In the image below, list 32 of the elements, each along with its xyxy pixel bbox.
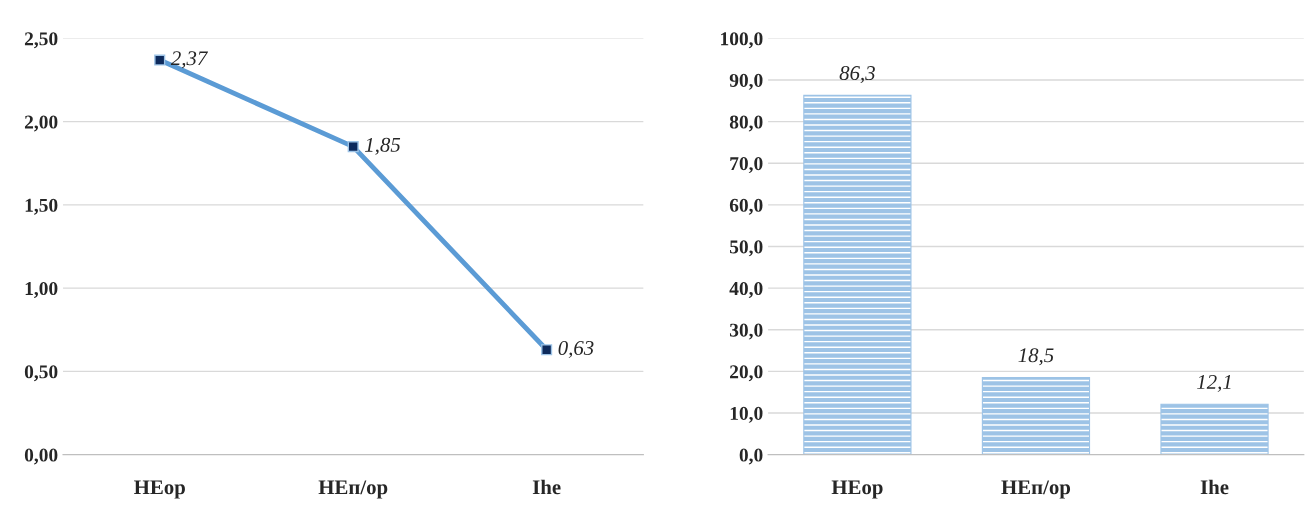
y-tick-label: 0,0 [739, 448, 763, 465]
data-label: 1,85 [365, 137, 401, 155]
data-label: 2,37 [170, 51, 209, 69]
x-tick-label: НЕп/ор [318, 480, 388, 499]
x-tick-label: Іhe [1200, 479, 1229, 495]
y-tick-label: 30,0 [729, 323, 763, 340]
y-tick-label: 10,0 [730, 406, 763, 423]
y-tick-label: 2,50 [24, 32, 58, 49]
bar [1160, 403, 1269, 455]
y-tick-label: 2,00 [24, 115, 58, 132]
y-tick-label: 40,0 [729, 281, 763, 298]
y-tick-label: 20,0 [730, 365, 763, 382]
data-label: 18,5 [1018, 348, 1054, 366]
x-tick-label: НЕор [831, 480, 883, 499]
y-tick-label: 60,0 [729, 198, 763, 215]
x-tick-label: Іhe [532, 479, 561, 495]
x-tick-label: НЕор [134, 480, 185, 499]
data-label: 12,1 [1197, 374, 1231, 392]
y-tick-label: 90,0 [729, 73, 763, 90]
y-tick-label: 100,0 [721, 32, 763, 49]
x-tick-label: НЕп/ор [1001, 480, 1071, 499]
y-tick-label: 0,00 [24, 448, 58, 465]
y-tick-label: 80,0 [729, 115, 763, 132]
y-tick-label: 50,0 [729, 240, 763, 257]
bar [803, 94, 912, 455]
data-label: 0,63 [558, 340, 594, 358]
data-label: 86,3 [839, 66, 875, 84]
bar [981, 377, 1091, 455]
y-tick-label: 1,50 [25, 198, 58, 215]
y-tick-label: 0,50 [24, 365, 58, 382]
y-tick-label: 1,00 [25, 281, 58, 298]
y-tick-label: 70,0 [730, 157, 763, 174]
